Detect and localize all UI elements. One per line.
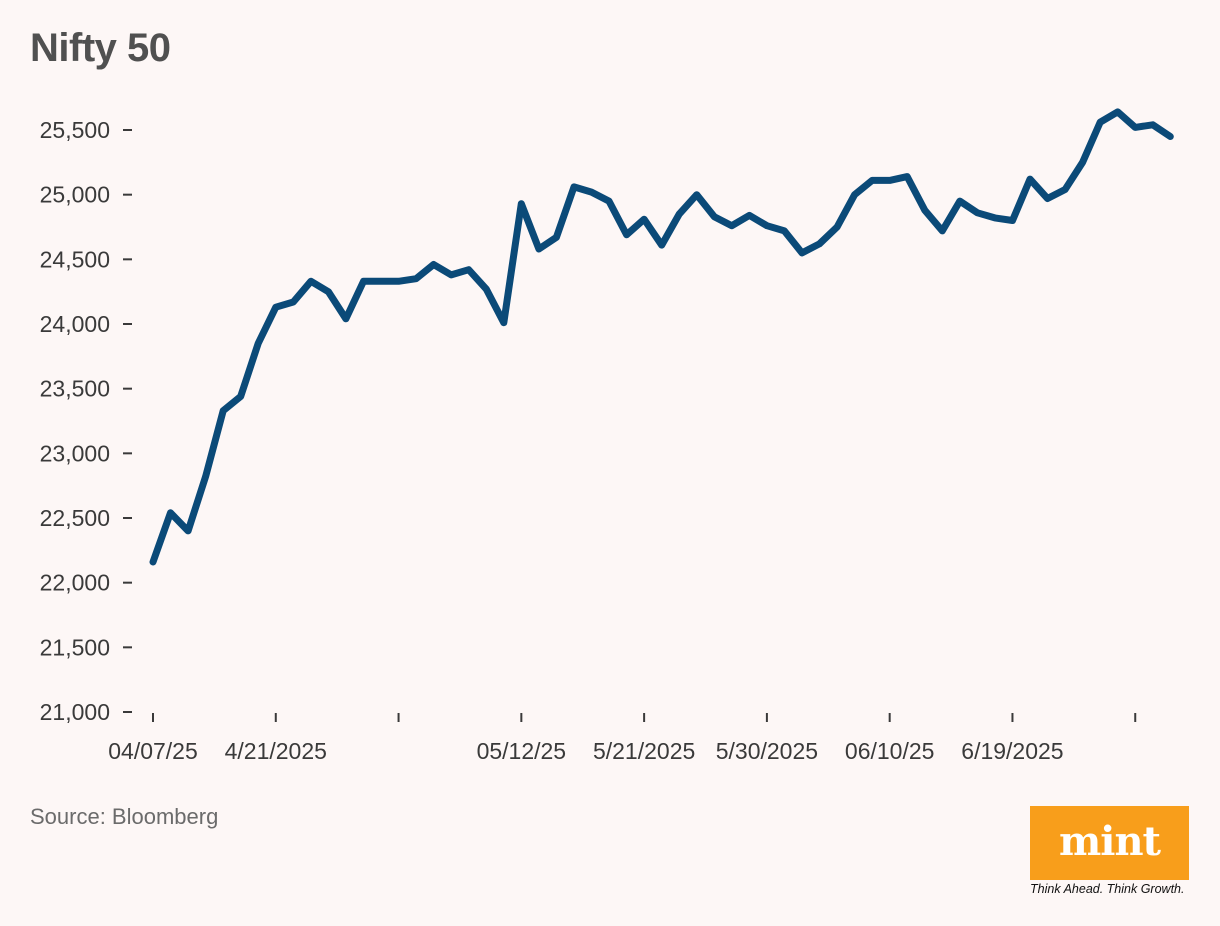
y-tick-label: 22,500 [40,505,110,531]
y-axis: 21,000 21,500 22,000 22,500 23,000 23,500 24,0… [40,117,132,725]
series-line [149,108,1174,566]
y-tick-label: 21,500 [40,634,110,660]
y-tick-label: 24,000 [40,311,110,337]
chart-title: Nifty 50 [30,26,171,70]
line-chart: 21,000 21,500 22,000 22,500 23,000 23,500 24,0… [40,108,1174,764]
y-tick-label: 25,500 [40,117,110,143]
logo-wordmark: mint [1058,817,1161,865]
x-tick-label: 6/19/2025 [961,738,1063,764]
y-tick-label: 21,000 [40,699,110,725]
source-note: Source: Bloomberg [30,804,219,829]
x-axis: 04/07/25 4/21/2025 05/12/25 5/21/2025 5/30/2… [108,713,1137,764]
y-tick-label: 24,500 [40,246,110,272]
y-tick-label: 23,500 [40,376,110,402]
y-tick-label: 22,000 [40,570,110,596]
x-tick-label: 04/07/25 [108,738,198,764]
x-tick-label: 4/21/2025 [225,738,327,764]
x-tick-label: 05/12/25 [477,738,567,764]
y-tick-label: 23,000 [40,440,110,466]
y-tick-label: 25,000 [40,182,110,208]
mint-logo: mint [1030,806,1189,880]
x-tick-label: 06/10/25 [845,738,935,764]
logo-tagline: Think Ahead. Think Growth. [1030,882,1185,896]
series-group [149,108,1174,566]
x-tick-label: 5/30/2025 [716,738,818,764]
x-tick-label: 5/21/2025 [593,738,695,764]
